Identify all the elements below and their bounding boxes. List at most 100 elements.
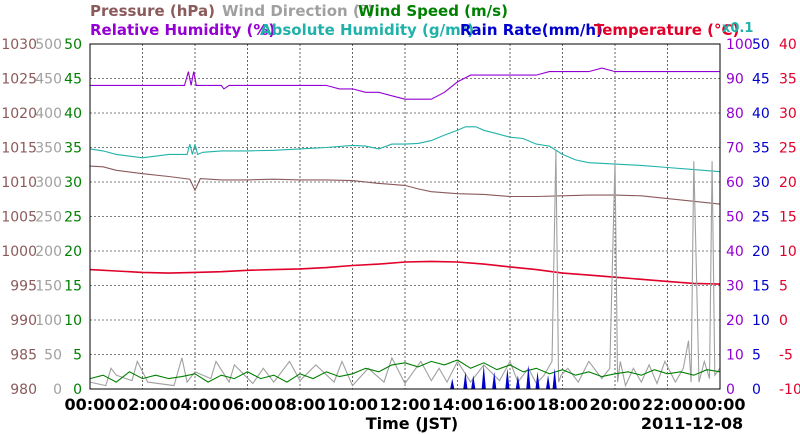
wind-direction-axis-tick-label: 350 <box>35 141 62 157</box>
rain-rate-axis-tick-label: 30 <box>752 175 770 191</box>
pressure-axis-tick-label: 1010 <box>1 175 37 191</box>
legend-absolute-humidity: Absolute Humidity (g/m³) <box>260 21 474 39</box>
x-tick-label: 20:00 <box>590 395 641 414</box>
wind-speed-axis-tick-label: 20 <box>64 244 82 260</box>
temperature-axis-tick-label: 25 <box>779 141 797 157</box>
wind-speed-axis-tick-label: 25 <box>64 210 82 226</box>
temperature-axis-tick-label: 30 <box>779 106 797 122</box>
wind-direction-axis-tick-label: 400 <box>35 106 62 122</box>
legend-wind-speed: Wind Speed (m/s) <box>358 2 508 20</box>
rain-rate-axis-tick-label: 35 <box>752 141 770 157</box>
wind-speed-axis-tick-label: 50 <box>64 37 82 53</box>
temperature-axis-tick-label: 20 <box>779 175 797 191</box>
pressure-axis-tick-label: 1015 <box>1 141 37 157</box>
relative-humidity-axis-tick-label: 20 <box>726 313 744 329</box>
wind-speed-axis-tick-label: 15 <box>64 279 82 295</box>
x-axis-title: Time (JST) <box>366 414 459 433</box>
pressure-axis-tick-label: 1025 <box>1 72 37 88</box>
wind-direction-axis-tick-label: 450 <box>35 72 62 88</box>
rain-rate-axis-tick-label: 10 <box>752 313 770 329</box>
legend-row2: Relative Humidity (%) Absolute Humidity … <box>90 21 753 39</box>
rain-rate-bar <box>481 364 486 389</box>
wind-direction-axis-tick-label: 300 <box>35 175 62 191</box>
x-tick-label: 16:00 <box>485 395 536 414</box>
rain-rate-bar <box>471 375 476 389</box>
plot-frame <box>89 43 721 390</box>
temperature-axis-tick-label: 0 <box>779 313 788 329</box>
pressure-axis-tick-label: 1030 <box>1 37 37 53</box>
absolute-humidity-g-m-line <box>89 126 721 173</box>
data-series <box>89 67 721 389</box>
relative-humidity-axis-tick-label: 30 <box>726 279 744 295</box>
rain-rate-axis-tick-label: 20 <box>752 244 770 260</box>
relative-humidity-axis-tick-label: 60 <box>726 175 744 191</box>
temperature-axis-tick-label: -10 <box>779 382 800 398</box>
wind-direction-axis-tick-label: 150 <box>35 279 62 295</box>
temperature-axis-tick-label: 35 <box>779 72 797 88</box>
x-tick-label: 18:00 <box>537 395 588 414</box>
x-axis-labels: 00:00 02:00 04:00 06:00 08:00 10:00 12:00 14:00… <box>65 395 746 414</box>
pressure-axis-tick-label: 985 <box>10 348 37 364</box>
relative-humidity-axis-tick-label: 10 <box>726 348 744 364</box>
wind-direction-axis-tick-label: 100 <box>35 313 62 329</box>
rain-rate-axis-tick-label: 15 <box>752 279 770 295</box>
x-tick-label: 00:00 <box>65 395 116 414</box>
rain-rate-axis-tick-label: 50 <box>752 37 770 53</box>
rain-rate-bar <box>492 371 497 389</box>
relative-humidity-axis-tick-label: 70 <box>726 141 744 157</box>
wind-speed-axis-tick-label: 5 <box>73 348 82 364</box>
pressure-axis-tick-label: 1000 <box>1 244 37 260</box>
legend-pressure: Pressure (hPa) <box>90 2 215 20</box>
relative-humidity-axis-tick-label: 90 <box>726 72 744 88</box>
wind-speed-axis-tick-label: 40 <box>64 106 82 122</box>
relative-humidity-axis-tick-label: 100 <box>726 37 753 53</box>
temperature-axis-tick-label: 40 <box>779 37 797 53</box>
y-axis-labels: 1030102510201015101010051000995990985980… <box>1 37 800 398</box>
temperature-axis-tick-label: 15 <box>779 210 797 226</box>
legend-wind-direction: Wind Direction (°) <box>222 2 374 20</box>
wind-speed-axis-tick-label: 35 <box>64 141 82 157</box>
rain-rate-bar <box>463 371 468 389</box>
rain-rate-bar <box>552 368 557 389</box>
pressure-axis-tick-label: 1005 <box>1 210 37 226</box>
rain-rate-bar <box>505 368 510 389</box>
wind-direction-axis-tick-label: 50 <box>44 348 62 364</box>
relative-humidity-axis-tick-label: 0 <box>726 382 735 398</box>
rain-rate-bar <box>535 371 540 389</box>
wind-speed-axis-tick-label: 45 <box>64 72 82 88</box>
rain-rate-axis-tick-label: 40 <box>752 106 770 122</box>
wind-direction-axis-tick-label: 500 <box>35 37 62 53</box>
wind-direction-line <box>89 150 721 388</box>
legend-rain-rate: Rain Rate(mm/h) <box>460 21 603 39</box>
temperature-c-line <box>89 260 721 285</box>
x-tick-label: 14:00 <box>432 395 483 414</box>
relative-humidity-axis-tick-label: 40 <box>726 244 744 260</box>
wind-speed-m-s-line <box>89 359 721 383</box>
plot-grid <box>90 44 720 389</box>
rain-rate-bar <box>545 375 551 389</box>
wind-speed-axis-tick-label: 30 <box>64 175 82 191</box>
rain-rate-axis-tick-label: 5 <box>752 348 761 364</box>
wind-speed-axis-tick-label: 10 <box>64 313 82 329</box>
rain-rate-bar <box>526 364 531 389</box>
relative-humidity-axis-tick-label: 80 <box>726 106 744 122</box>
wind-direction-axis-tick-label: 200 <box>35 244 62 260</box>
pressure-hpa-line <box>89 165 721 205</box>
wind-direction-axis-tick-label: 250 <box>35 210 62 226</box>
legend-temperature: Temperature (°C) <box>594 21 739 39</box>
pressure-axis-tick-label: 990 <box>10 313 37 329</box>
x-tick-label: 06:00 <box>222 395 273 414</box>
x-tick-label: 08:00 <box>275 395 326 414</box>
pressure-axis-tick-label: 995 <box>10 279 37 295</box>
relative-humidity-axis-tick-label: 50 <box>726 210 744 226</box>
corner-multiplier-label: x0.1 <box>722 21 753 36</box>
legend-row1: Pressure (hPa) Wind Direction (°) Wind S… <box>90 2 508 20</box>
x-tick-label: 12:00 <box>380 395 431 414</box>
date-label: 2011-12-08 <box>641 414 743 433</box>
rain-rate-axis-tick-label: 25 <box>752 210 770 226</box>
wind-speed-axis-tick-label: 0 <box>73 382 82 398</box>
x-tick-label: 22:00 <box>642 395 693 414</box>
wind-direction-axis-tick-label: 0 <box>53 382 62 398</box>
x-tick-label: 10:00 <box>327 395 378 414</box>
